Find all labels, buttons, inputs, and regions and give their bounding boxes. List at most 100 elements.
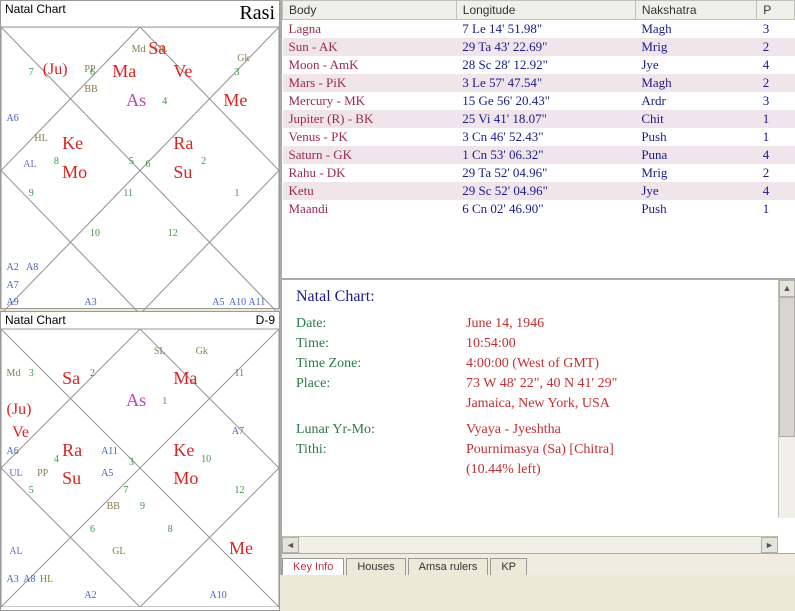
cell-bodyname: Mars - PiK <box>283 74 457 92</box>
detail-row: (10.44% left) <box>296 462 781 478</box>
cell-lon: 25 Vi 41' 18.07" <box>456 110 635 128</box>
table-row[interactable]: Mars - PiK3 Le 57' 47.54"Magh2 <box>283 74 795 92</box>
detail-label: Time: <box>296 336 466 352</box>
col-body[interactable]: Body <box>283 1 457 20</box>
cell-nak: Mrig <box>635 38 756 56</box>
col-longitude[interactable]: Longitude <box>456 1 635 20</box>
detail-panel: Natal Chart: Date:June 14, 1946Time:10:5… <box>282 278 795 575</box>
scroll-up-arrow[interactable]: ▲ <box>779 280 795 297</box>
cell-p: 2 <box>757 38 795 56</box>
cell-p: 3 <box>757 20 795 39</box>
rasi-chart-title: Natal Chart <box>5 2 66 25</box>
cell-nak: Ardr <box>635 92 756 110</box>
detail-row: Jamaica, New York, USA <box>296 396 781 412</box>
body-table-wrap: BodyLongitudeNakshatraP Lagna7 Le 14' 51… <box>282 0 795 278</box>
detail-content: Natal Chart: Date:June 14, 1946Time:10:5… <box>282 280 795 536</box>
cell-p: 2 <box>757 74 795 92</box>
d9-chart-body: SaMa(Ju)VeAsRaSuKeMoMe2134567891011123SL… <box>1 329 279 607</box>
cell-p: 1 <box>757 128 795 146</box>
table-row[interactable]: Ketu29 Sc 52' 04.96"Jye4 <box>283 182 795 200</box>
cell-lon: 6 Cn 02' 46.90" <box>456 200 635 218</box>
cell-lon: 29 Ta 52' 04.96" <box>456 164 635 182</box>
detail-row: Time Zone:4:00:00 (West of GMT) <box>296 356 781 372</box>
detail-row: Tithi:Pournimasya (Sa) [Chitra] <box>296 442 781 458</box>
table-row[interactable]: Maandi6 Cn 02' 46.90"Push1 <box>283 200 795 218</box>
detail-value: Vyaya - Jyeshtha <box>466 422 561 438</box>
tab-amsa-rulers[interactable]: Amsa rulers <box>408 558 489 575</box>
cell-nak: Mrig <box>635 164 756 182</box>
cell-lon: 3 Le 57' 47.54" <box>456 74 635 92</box>
detail-value: (10.44% left) <box>466 462 541 478</box>
cell-bodyname: Mercury - MK <box>283 92 457 110</box>
rasi-chart-panel: Natal Chart Rasi (Ju)SaMaVeAsMeKeMoRaSu5… <box>0 0 280 309</box>
detail-row: Date:June 14, 1946 <box>296 316 781 332</box>
cell-lon: 3 Cn 46' 52.43" <box>456 128 635 146</box>
table-row[interactable]: Moon - AmK28 Sc 28' 12.92"Jye4 <box>283 56 795 74</box>
horizontal-scrollbar[interactable]: ◄ ► <box>282 536 778 553</box>
cell-nak: Magh <box>635 20 756 39</box>
rasi-chart-type: Rasi <box>239 2 275 25</box>
cell-lon: 29 Sc 52' 04.96" <box>456 182 635 200</box>
detail-row: Lunar Yr-Mo:Vyaya - Jyeshtha <box>296 422 781 438</box>
cell-nak: Chit <box>635 110 756 128</box>
detail-label: Tithi: <box>296 442 466 458</box>
cell-lon: 7 Le 14' 51.98" <box>456 20 635 39</box>
detail-value: 4:00:00 (West of GMT) <box>466 356 599 372</box>
rasi-chart-body: (Ju)SaMaVeAsMeKeMoRaSu5643211211109876PP… <box>1 27 279 314</box>
detail-row: Time:10:54:00 <box>296 336 781 352</box>
cell-p: 1 <box>757 110 795 128</box>
cell-nak: Jye <box>635 56 756 74</box>
detail-label: Date: <box>296 316 466 332</box>
detail-label: Time Zone: <box>296 356 466 372</box>
detail-label <box>296 396 466 412</box>
col-p[interactable]: P <box>757 1 795 20</box>
scroll-left-arrow[interactable]: ◄ <box>282 537 299 553</box>
tab-key-info[interactable]: Key Info <box>282 558 344 575</box>
table-row[interactable]: Rahu - DK29 Ta 52' 04.96"Mrig2 <box>283 164 795 182</box>
cell-p: 4 <box>757 182 795 200</box>
cell-bodyname: Sun - AK <box>283 38 457 56</box>
detail-value: Pournimasya (Sa) [Chitra] <box>466 442 614 458</box>
scroll-thumb[interactable] <box>779 297 795 437</box>
cell-nak: Jye <box>635 182 756 200</box>
cell-bodyname: Jupiter (R) - BK <box>283 110 457 128</box>
table-row[interactable]: Venus - PK3 Cn 46' 52.43"Push1 <box>283 128 795 146</box>
cell-p: 4 <box>757 146 795 164</box>
detail-heading: Natal Chart: <box>296 288 781 306</box>
cell-p: 1 <box>757 200 795 218</box>
cell-bodyname: Maandi <box>283 200 457 218</box>
d9-chart-panel: Natal Chart D-9 SaMa(Ju)VeAsRaSuKeMoMe21… <box>0 311 280 611</box>
cell-nak: Push <box>635 200 756 218</box>
table-row[interactable]: Saturn - GK1 Cn 53' 06.32"Puna4 <box>283 146 795 164</box>
cell-p: 4 <box>757 56 795 74</box>
vertical-scrollbar[interactable]: ▲ <box>778 280 795 518</box>
scroll-right-arrow[interactable]: ► <box>761 537 778 553</box>
cell-bodyname: Lagna <box>283 20 457 39</box>
table-row[interactable]: Lagna7 Le 14' 51.98"Magh3 <box>283 20 795 39</box>
table-row[interactable]: Jupiter (R) - BK25 Vi 41' 18.07"Chit1 <box>283 110 795 128</box>
cell-bodyname: Rahu - DK <box>283 164 457 182</box>
table-row[interactable]: Sun - AK29 Ta 43' 22.69"Mrig2 <box>283 38 795 56</box>
cell-lon: 15 Ge 56' 20.43" <box>456 92 635 110</box>
col-nakshatra[interactable]: Nakshatra <box>635 1 756 20</box>
cell-p: 3 <box>757 92 795 110</box>
d9-chart-type: D-9 <box>256 313 275 327</box>
cell-bodyname: Ketu <box>283 182 457 200</box>
detail-label <box>296 462 466 478</box>
table-row[interactable]: Mercury - MK15 Ge 56' 20.43"Ardr3 <box>283 92 795 110</box>
tab-kp[interactable]: KP <box>490 558 527 575</box>
tab-houses[interactable]: Houses <box>346 558 405 575</box>
cell-bodyname: Moon - AmK <box>283 56 457 74</box>
charts-column: Natal Chart Rasi (Ju)SaMaVeAsMeKeMoRaSu5… <box>0 0 280 575</box>
detail-label: Lunar Yr-Mo: <box>296 422 466 438</box>
detail-value: 10:54:00 <box>466 336 516 352</box>
cell-lon: 29 Ta 43' 22.69" <box>456 38 635 56</box>
detail-row: Place:73 W 48' 22", 40 N 41' 29" <box>296 376 781 392</box>
cell-nak: Push <box>635 128 756 146</box>
detail-value: Jamaica, New York, USA <box>466 396 610 412</box>
cell-lon: 1 Cn 53' 06.32" <box>456 146 635 164</box>
cell-lon: 28 Sc 28' 12.92" <box>456 56 635 74</box>
detail-value: June 14, 1946 <box>466 316 544 332</box>
detail-value: 73 W 48' 22", 40 N 41' 29" <box>466 376 617 392</box>
cell-nak: Puna <box>635 146 756 164</box>
